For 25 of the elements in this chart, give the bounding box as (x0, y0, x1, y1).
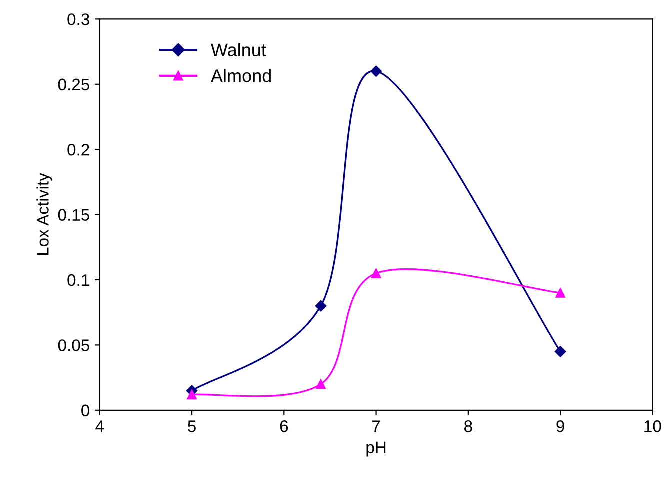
point (554, 346, 566, 358)
x-tick-label: 8 (464, 420, 472, 432)
y-tick-label: 0.05 (58, 340, 90, 352)
x-tick-label: 6 (280, 420, 288, 432)
legend-label: Almond (210, 69, 271, 82)
point (187, 390, 197, 400)
point (316, 379, 326, 390)
y-tick-label: 0.15 (58, 209, 90, 222)
point (370, 66, 382, 77)
point (556, 288, 566, 298)
y-tick-label: 0 (82, 404, 90, 417)
x-tick-label: 5 (188, 420, 196, 432)
x-tick-label: 7 (372, 420, 380, 432)
point (315, 300, 327, 312)
y-tick-label: 0.25 (58, 78, 90, 91)
y-axis-title: Lox Activity (36, 173, 52, 256)
x-tick-label: 4 (96, 420, 104, 432)
y-tick-label: 0.3 (68, 14, 90, 26)
legend-label: Walnut (211, 43, 266, 57)
y-tick-label: 0.2 (68, 144, 90, 156)
x-tick-label: 9 (556, 420, 564, 432)
x-tick-label: 10 (644, 420, 662, 432)
point (371, 268, 382, 278)
y-tick-label: 0.1 (68, 274, 90, 286)
x-axis-title: pH (366, 442, 386, 457)
